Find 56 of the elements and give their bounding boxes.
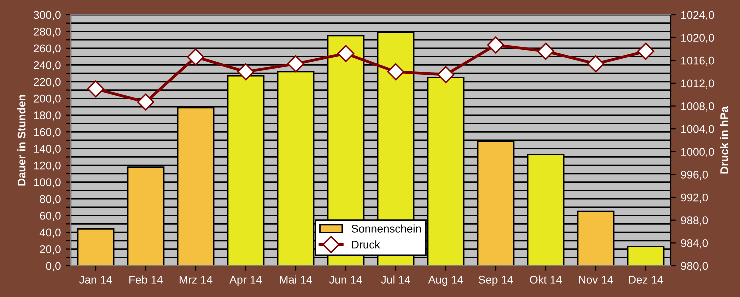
y-tick-label: 240,0 — [34, 61, 61, 71]
y-tick-label: 60,0 — [40, 212, 61, 222]
point — [437, 66, 455, 84]
x-tick-label: Aug 14 — [428, 276, 464, 286]
y-tick-label: 100,0 — [34, 178, 61, 188]
y2-tick-label: 980,0 — [681, 262, 708, 272]
point — [387, 63, 405, 81]
point — [187, 48, 205, 66]
y-tick-label: 140,0 — [34, 145, 61, 154]
y2-tick-label: 1008,0 — [682, 102, 714, 112]
point — [87, 80, 105, 98]
x-tick-label: Mai 14 — [280, 276, 312, 284]
y-tick-label: 160,0 — [34, 128, 61, 138]
y2-tick-label: 1004,0 — [682, 125, 714, 135]
x-tick-label: Jan 14 — [79, 276, 112, 284]
y-tick-label: 120,0 — [34, 162, 61, 172]
x-tick-label: Nov 14 — [579, 276, 614, 284]
point — [587, 56, 605, 73]
y-tick-label: 260,0 — [34, 44, 61, 54]
point — [637, 42, 655, 60]
y2-axis-title: Druck in hPa — [720, 106, 728, 174]
y-tick-label: 220,0 — [34, 78, 61, 88]
y2-tick-label: 1012,0 — [682, 80, 714, 89]
y2-tick-label: 1000,0 — [682, 148, 714, 158]
x-tick-label: Mrz 14 — [180, 276, 213, 284]
y2-tick-label: 988,0 — [681, 216, 708, 226]
y-tick-label: 0,0 — [46, 262, 61, 272]
x-tick-label: Apr 14 — [230, 276, 262, 286]
legend-label: Sonnenschein — [352, 224, 422, 233]
y2-tick-label: 984,0 — [681, 239, 708, 249]
point — [237, 63, 255, 81]
point — [537, 42, 555, 60]
x-tick-label: Okt 14 — [530, 276, 562, 284]
y2-tick-label: 996,0 — [681, 170, 708, 180]
x-tick-label: Jul 14 — [381, 276, 410, 284]
y-axis-title: Dauer in Stunden — [18, 95, 26, 186]
point — [137, 94, 155, 111]
y2-tick-label: 1020,0 — [682, 34, 714, 44]
y-tick-label: 40,0 — [40, 228, 61, 238]
legend-label: Druck — [352, 240, 380, 249]
y2-tick-label: 1024,0 — [682, 11, 714, 20]
x-tick-label: Dez 14 — [629, 276, 664, 284]
y2-tick-label: 992,0 — [681, 194, 708, 203]
y-tick-label: 280,0 — [34, 28, 61, 38]
y-tick-label: 180,0 — [34, 112, 61, 121]
point — [287, 56, 305, 73]
point — [487, 36, 505, 54]
y-tick-label: 300,0 — [34, 11, 61, 20]
x-tick-label: Sep 14 — [478, 276, 514, 286]
y-tick-label: 20,0 — [40, 246, 61, 255]
x-tick-label: Jun 14 — [329, 276, 362, 284]
y2-tick-label: 1016,0 — [682, 56, 714, 66]
y-tick-label: 200,0 — [34, 94, 61, 104]
y-tick-label: 80,0 — [40, 195, 61, 205]
point — [337, 45, 355, 62]
x-tick-label: Feb 14 — [130, 276, 163, 284]
